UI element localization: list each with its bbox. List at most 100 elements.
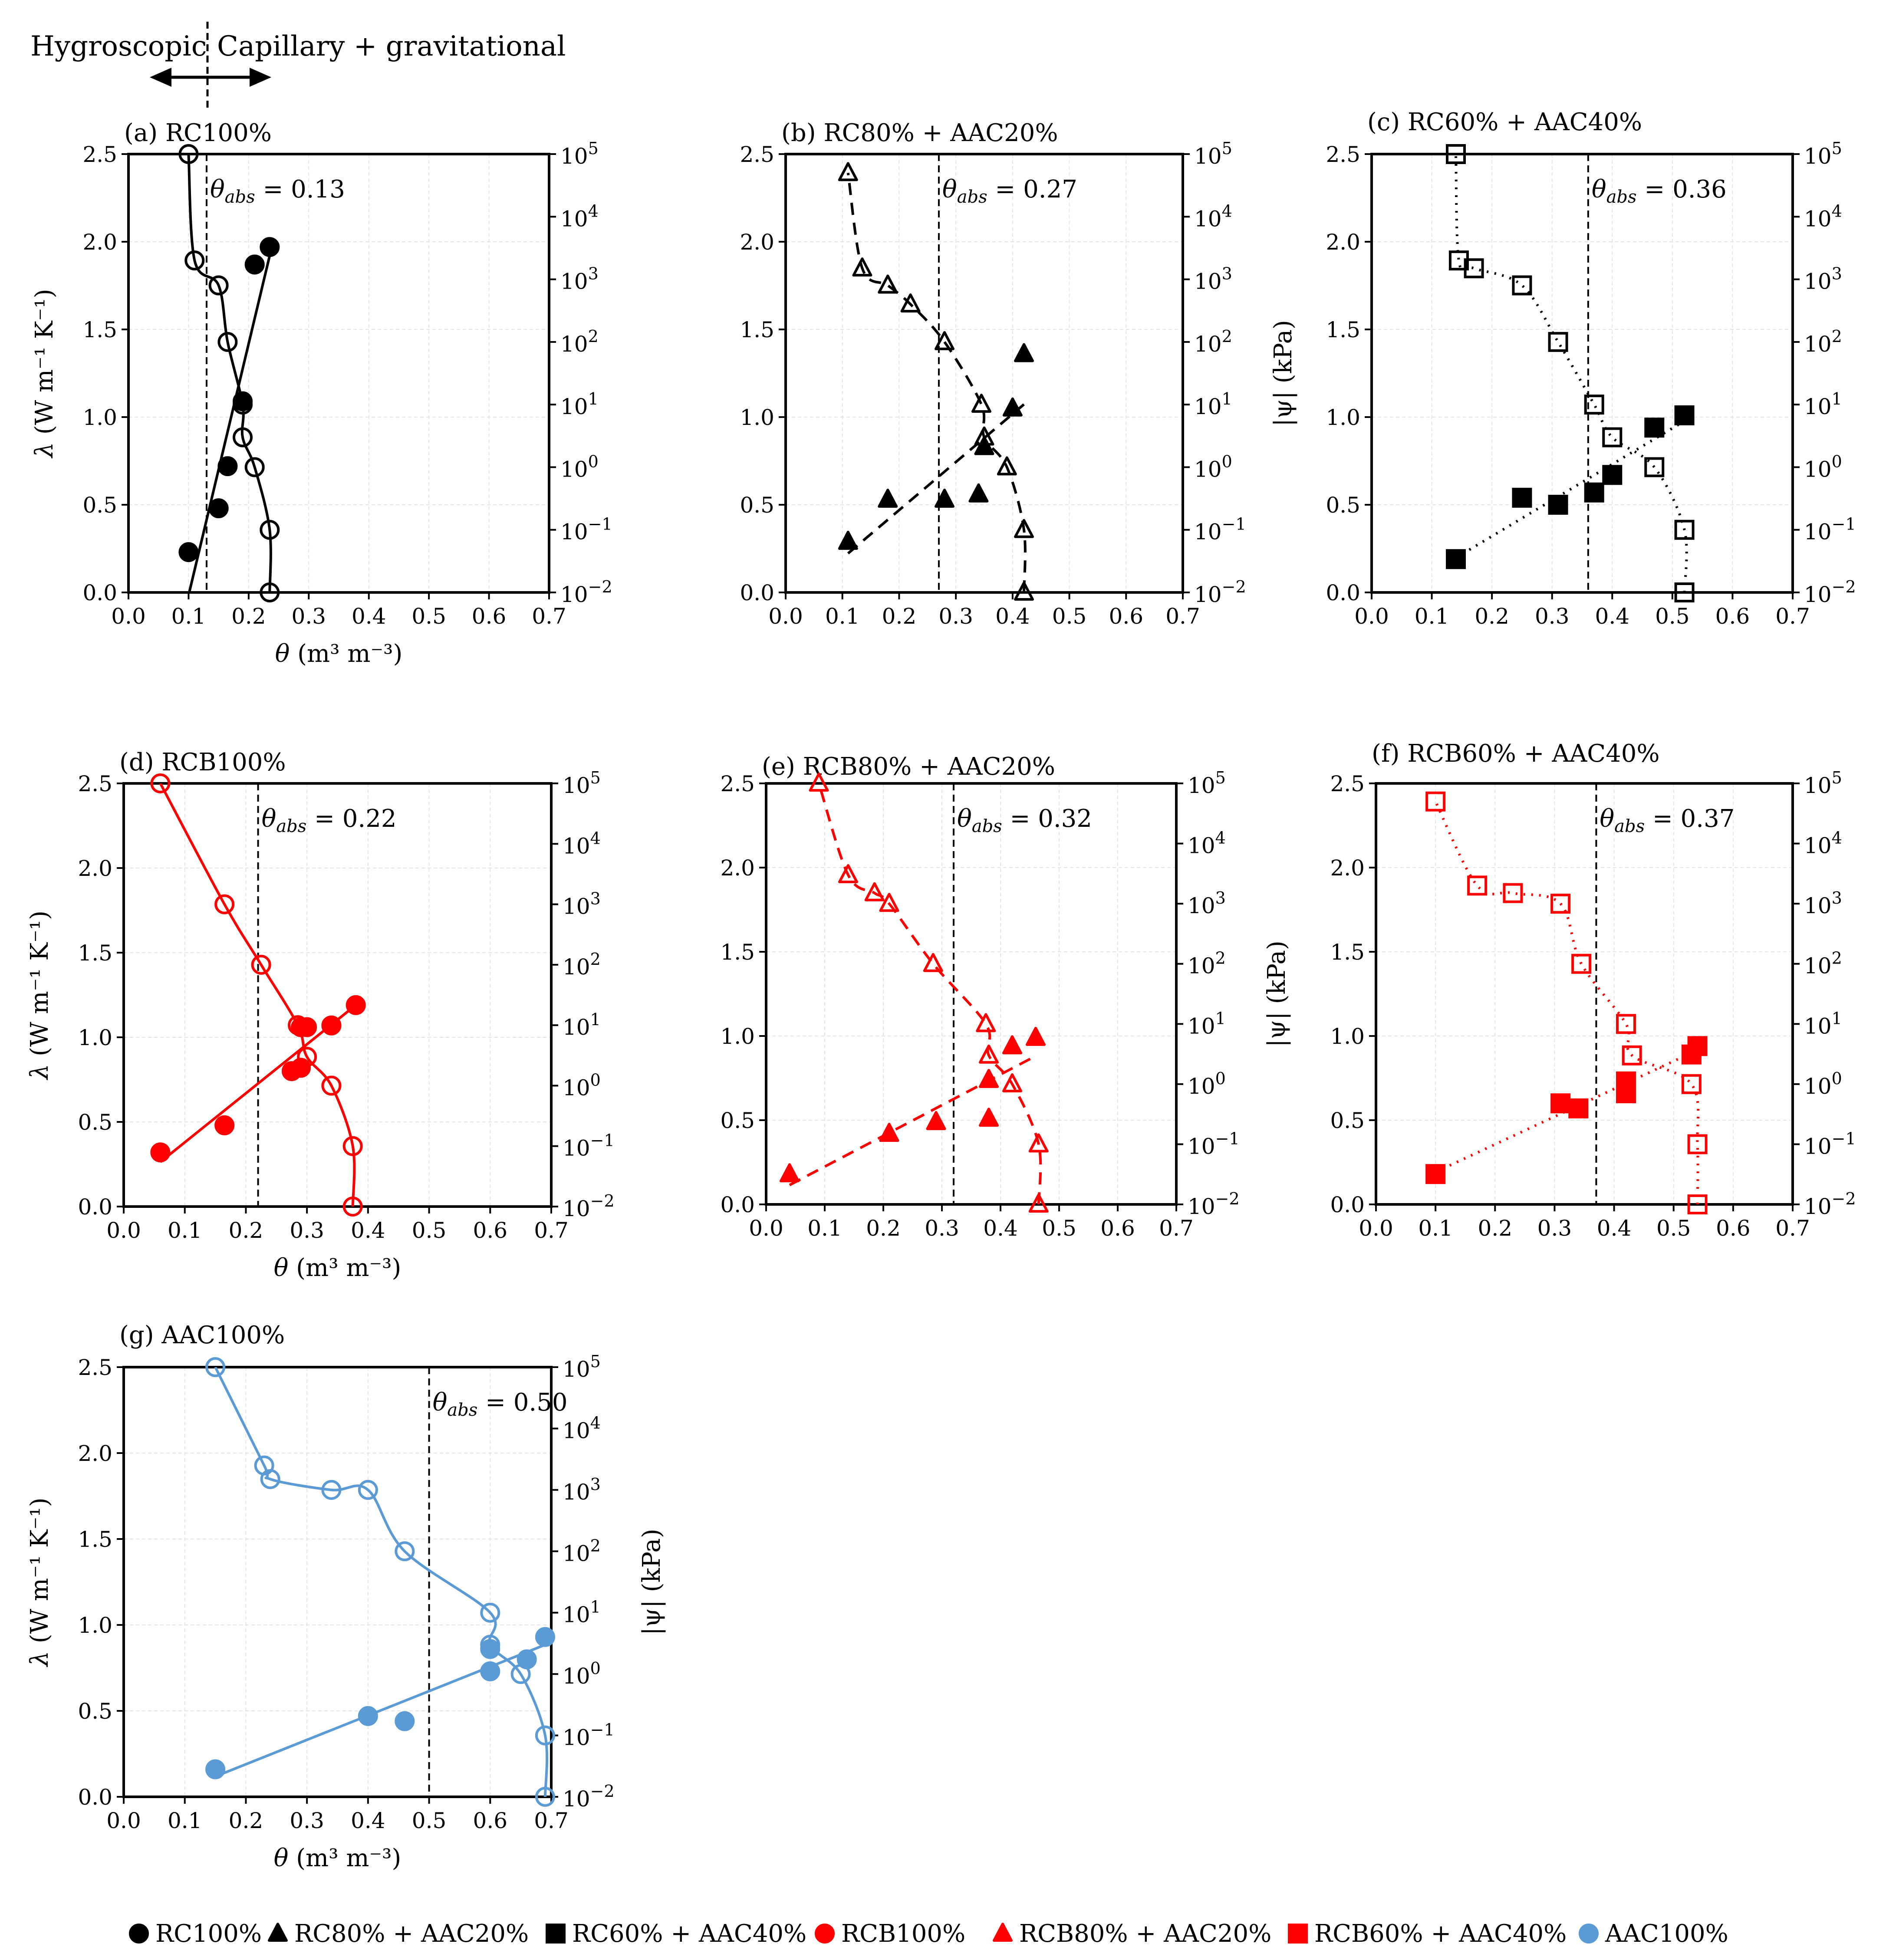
lambda-point <box>979 1069 999 1088</box>
psi-point <box>1028 1194 1049 1213</box>
y2-tick-label: 103 <box>563 889 601 919</box>
y-tick-label: 0.5 <box>740 493 774 518</box>
x-tick-label: 0.1 <box>825 604 860 629</box>
plot-frame <box>122 782 553 1208</box>
legend-marker <box>1579 1924 1599 1944</box>
y-axis-label: λ (W m⁻¹ K⁻¹) <box>26 911 54 1080</box>
psi-point <box>260 582 280 602</box>
y2-tick-label: 101 <box>560 389 599 419</box>
psi-point <box>1550 894 1571 914</box>
lambda-point <box>878 488 898 508</box>
x-tick-label: 0.2 <box>231 604 266 629</box>
y2-tick-label: 105 <box>563 768 601 798</box>
y2-tick-label: 105 <box>560 139 599 169</box>
psi-fit-curve <box>159 783 356 1207</box>
legend-marker <box>546 1924 566 1944</box>
x-tick-label: 0.0 <box>1359 1216 1393 1241</box>
panel-title: (a) RC100% <box>124 119 272 147</box>
y-tick-label: 1.5 <box>78 941 112 966</box>
psi-fit-curve <box>187 154 272 592</box>
psi-point <box>974 426 994 446</box>
lambda-point <box>1568 1098 1589 1118</box>
y-tick-label: 1.5 <box>740 317 774 342</box>
psi-point <box>1602 427 1623 447</box>
y-tick-label: 2.5 <box>720 771 755 796</box>
chart-panel: 0.0 0.1 0.2 0.3 0.4 0.5 0.6 0.7 0.0 0.5 1.0 1.5 2.0 2… <box>720 753 1291 1241</box>
lambda-point <box>838 530 858 550</box>
y2-tick-label: 101 <box>563 1598 601 1628</box>
y2-tick-label: 104 <box>1804 201 1842 231</box>
panel-title: (g) AAC100% <box>119 1321 285 1349</box>
y2-tick-label: 104 <box>560 201 599 231</box>
y-tick-label: 1.5 <box>82 317 117 342</box>
y-tick-label: 0.5 <box>82 493 117 518</box>
y2-tick-label: 10−2 <box>1194 577 1246 607</box>
y-tick-label: 2.5 <box>78 1355 112 1380</box>
psi-point <box>900 293 921 312</box>
y-tick-label: 0.0 <box>78 1194 112 1220</box>
lambda-fit-line <box>1455 420 1685 559</box>
y2-tick-label: 105 <box>563 1352 601 1382</box>
y-tick-label: 2.0 <box>1330 855 1365 881</box>
plot-frame <box>1375 782 1794 1206</box>
psi-point <box>150 773 171 793</box>
y2-tick-label: 10−2 <box>1804 1189 1856 1219</box>
x-tick-label: 0.7 <box>1775 604 1810 629</box>
x-tick-label: 0.3 <box>925 1216 959 1241</box>
y2-tick-label: 10−1 <box>1194 515 1246 545</box>
psi-point <box>1446 144 1466 164</box>
plot-frame <box>122 1366 553 1798</box>
y2-tick-label: 102 <box>1194 327 1232 357</box>
psi-point <box>923 953 943 972</box>
lambda-point <box>1674 405 1695 425</box>
legend-entry: RC100% <box>129 1920 262 1948</box>
lambda-fit-line <box>159 1004 357 1163</box>
lambda-point <box>260 237 280 257</box>
y2-tick-label: 10−1 <box>563 1720 615 1750</box>
plot-frame <box>784 153 1184 594</box>
psi-point <box>321 1480 342 1500</box>
y2-tick-label: 101 <box>1194 389 1232 419</box>
y-tick-label: 0.0 <box>740 580 774 605</box>
psi-point <box>997 456 1017 476</box>
panel-title: (c) RC60% + AAC40% <box>1367 108 1642 136</box>
lambda-point <box>926 1111 946 1130</box>
y-tick-label: 2.0 <box>78 856 112 881</box>
psi-point <box>217 332 238 352</box>
y-tick-label: 0.5 <box>78 1110 112 1135</box>
psi-point <box>1503 883 1523 903</box>
psi-point <box>1571 954 1592 974</box>
y2-tick-label: 103 <box>1194 264 1232 294</box>
psi-point <box>208 275 229 296</box>
lambda-point <box>1014 343 1034 362</box>
psi-point <box>1622 1045 1642 1066</box>
y2-tick-label: 105 <box>1194 139 1232 169</box>
x-tick-label: 0.0 <box>749 1216 783 1241</box>
x-tick-label: 0.5 <box>411 604 446 629</box>
lambda-point <box>244 254 265 275</box>
y-tick-label: 0.5 <box>78 1699 112 1724</box>
plot-frame <box>1370 153 1794 594</box>
y2-axis-label: |ψ| (kPa) <box>1263 941 1291 1047</box>
lambda-point <box>1687 1036 1708 1056</box>
psi-point <box>342 1136 363 1156</box>
psi-point <box>838 162 858 181</box>
y-tick-label: 1.5 <box>1330 940 1365 965</box>
chart-panel: 0.0 0.1 0.2 0.3 0.4 0.5 0.6 0.7 0.0 0.5 1.0 1.5 2.0 2… <box>26 748 615 1282</box>
x-tick-label: 0.0 <box>111 604 146 629</box>
panel-title: (f) RCB60% + AAC40% <box>1372 740 1660 768</box>
psi-fit-curve <box>817 783 1042 1204</box>
lambda-fit-line <box>847 403 1025 555</box>
x-axis-label: θ (m³ m⁻³) <box>274 1254 402 1282</box>
legend-label: AAC100% <box>1605 1920 1728 1948</box>
x-tick-label: 0.6 <box>473 1808 508 1833</box>
x-tick-label: 0.7 <box>534 1808 569 1833</box>
psi-fit-curve <box>1455 154 1688 592</box>
left-arrow-icon <box>150 68 171 87</box>
legend-label: RC100% <box>155 1920 262 1948</box>
y-tick-label: 2.5 <box>82 142 117 167</box>
x-tick-label: 0.4 <box>351 1218 385 1243</box>
y2-tick-label: 10−1 <box>1804 1129 1856 1159</box>
legend-entry: RCB80% + AAC20% <box>993 1920 1271 1948</box>
y-tick-label: 1.0 <box>78 1025 112 1050</box>
